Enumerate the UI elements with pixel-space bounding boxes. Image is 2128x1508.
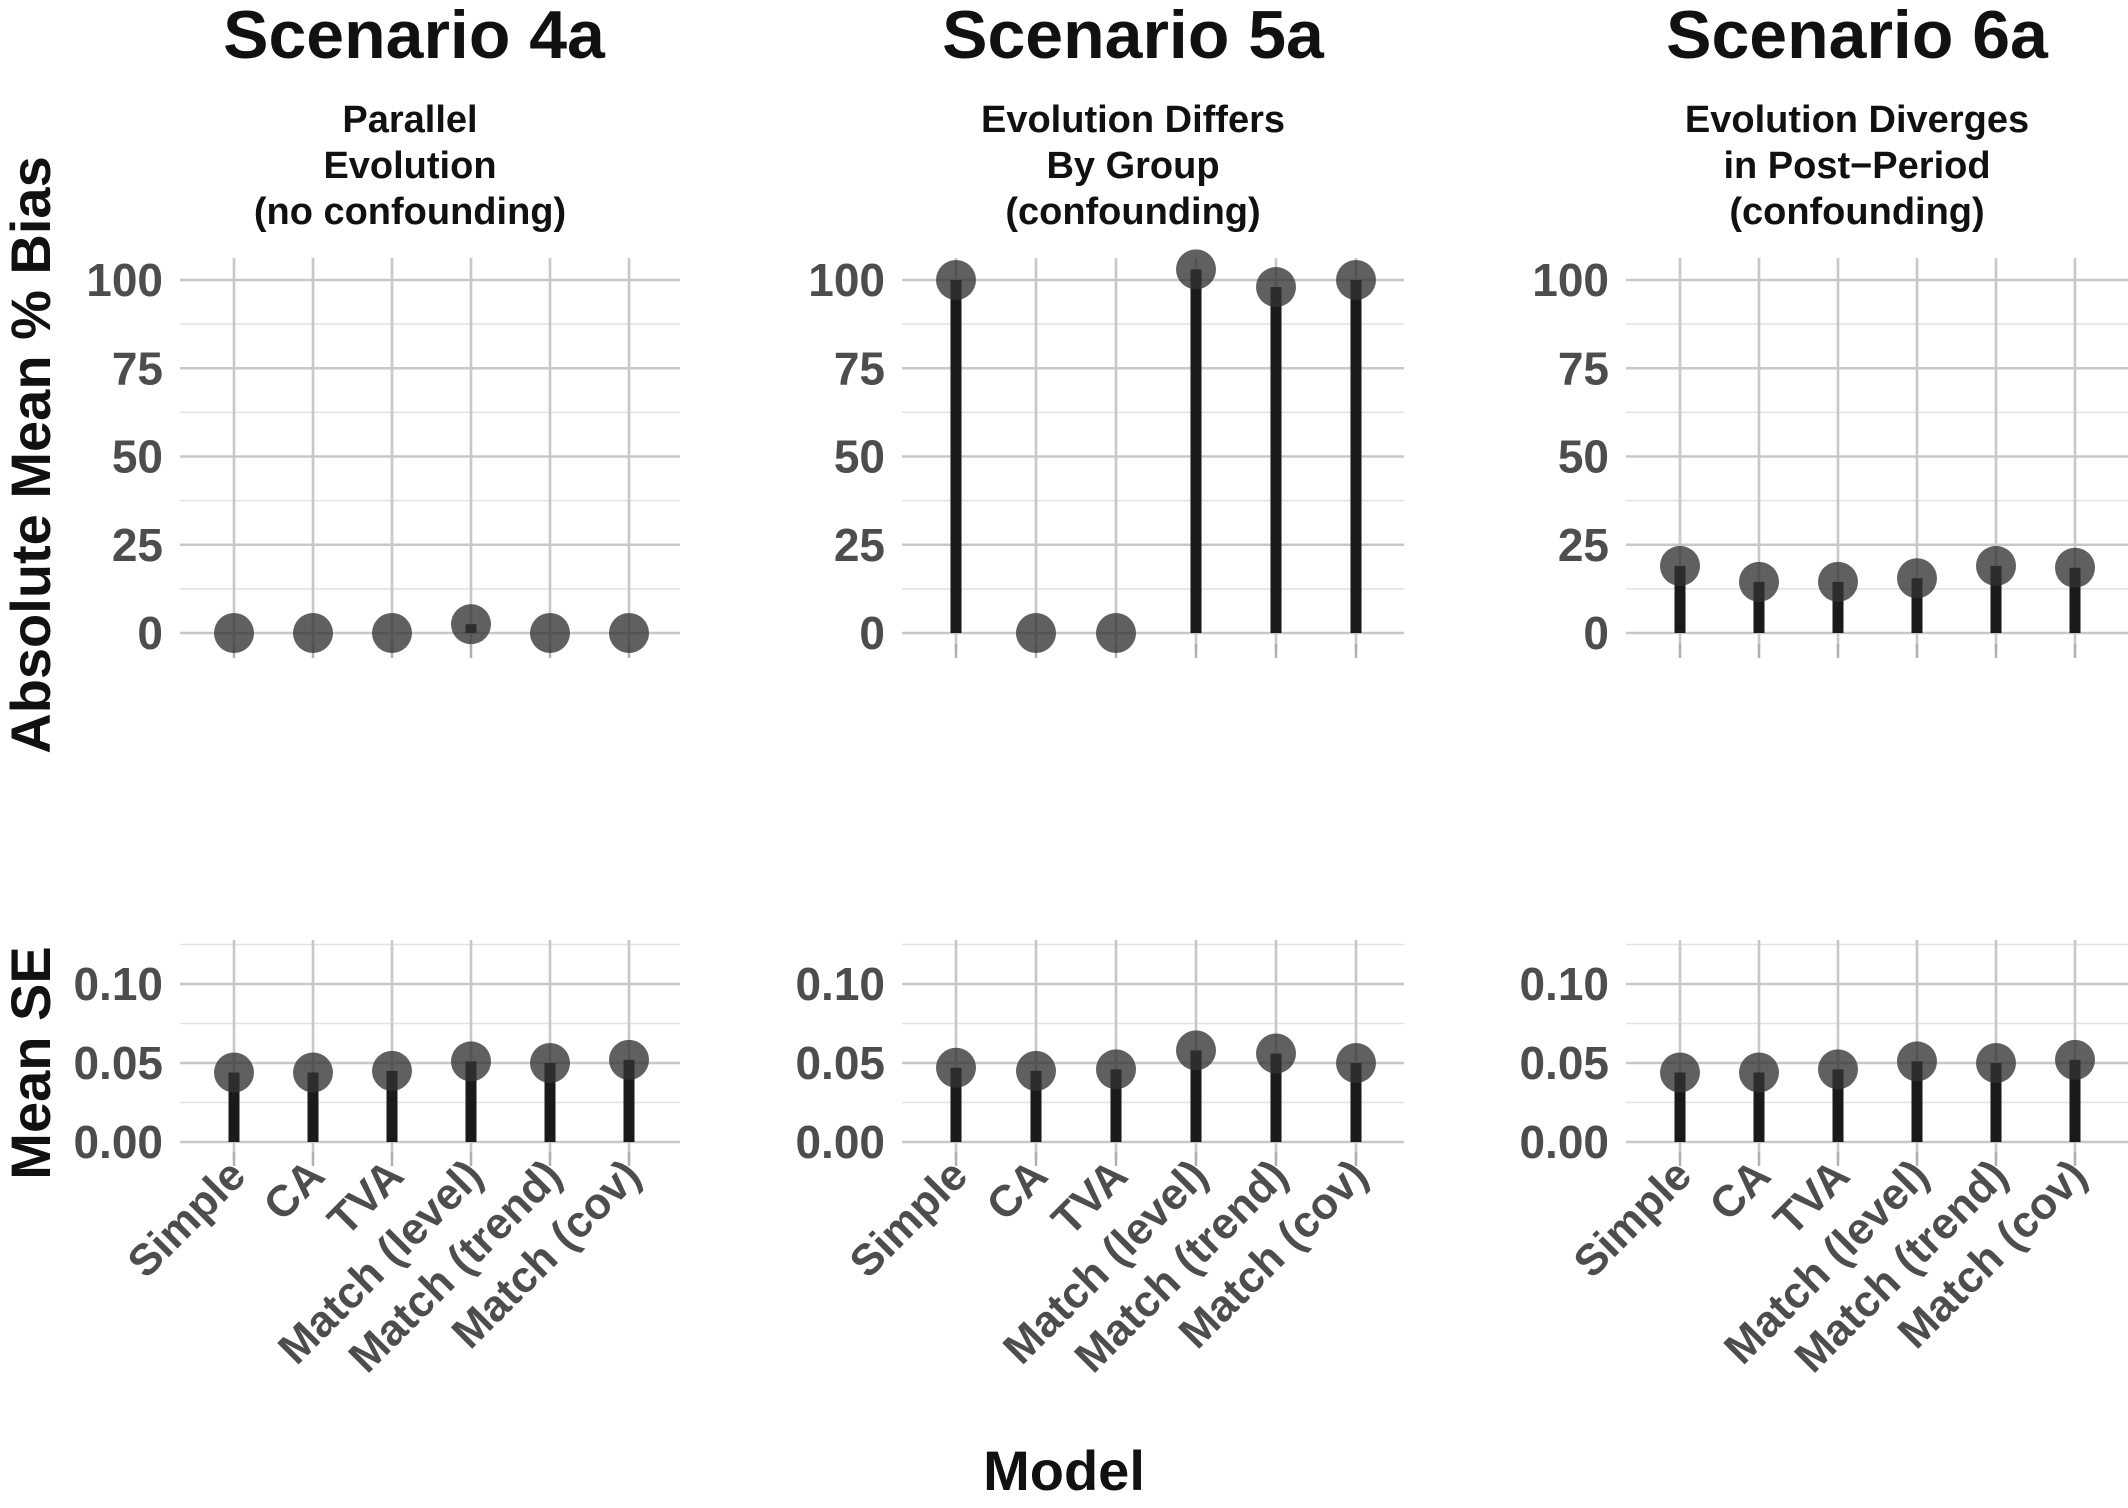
lollipop-point [1256, 1033, 1296, 1074]
y-tick-label: 0 [137, 607, 163, 659]
x-tick-label: Simple [118, 1150, 255, 1287]
y-tick-label: 100 [1532, 254, 1609, 306]
lollipop-point [1818, 561, 1858, 602]
y-tick-label: 50 [1558, 431, 1609, 483]
y-tick-label: 50 [834, 431, 885, 483]
plot-se: 0.00 0.05 0.10 [73, 940, 680, 1168]
panel-subtitle-line: (confounding) [1005, 191, 1260, 233]
y-tick-label: 0.10 [795, 958, 885, 1010]
lollipop-point [1176, 249, 1216, 290]
lollipop-point [1176, 1030, 1216, 1071]
y-tick-label: 0.10 [1519, 958, 1609, 1010]
lollipop-point [1976, 545, 2016, 586]
lollipop-point [293, 613, 333, 653]
y-tick-label: 75 [1558, 342, 1609, 394]
lollipop-point [451, 604, 491, 645]
lollipop-point [1897, 1041, 1937, 1082]
y-tick-label: 0.05 [795, 1037, 885, 1089]
lollipop-point [214, 1052, 254, 1093]
y-tick-label: 0.05 [1519, 1037, 1609, 1089]
panel-subtitle-line: By Group [1046, 145, 1219, 187]
y-tick-label: 25 [112, 519, 163, 571]
y-tick-label: 0.00 [73, 1116, 163, 1168]
lollipop-point [293, 1052, 333, 1093]
y-tick-label: 0.00 [1519, 1116, 1609, 1168]
plot-se: 0.00 0.05 0.10 [1519, 940, 2128, 1168]
y-axis-title-bias: Absolute Mean % Bias [0, 156, 62, 753]
plot-bias: 0 25 50 75 100 [1532, 254, 2128, 659]
panel-subtitle-line: (no confounding) [254, 191, 566, 233]
lollipop-point [609, 613, 649, 653]
y-tick-label: 0.00 [795, 1116, 885, 1168]
x-axis-title: Model [983, 1439, 1145, 1502]
lollipop-point [1336, 1043, 1376, 1083]
lollipop-point [2055, 547, 2095, 588]
lollipop-point [1096, 1049, 1136, 1090]
lollipop-point [1096, 613, 1136, 653]
lollipop-point [1976, 1043, 2016, 1083]
y-tick-label: 0.10 [73, 958, 163, 1010]
panel-subtitle-line: Parallel [342, 99, 477, 141]
lollipop-point [1016, 1050, 1056, 1091]
y-tick-label: 25 [1558, 519, 1609, 571]
plot-bias: 0 25 50 75 100 [808, 249, 1404, 659]
lollipop-point [1660, 1052, 1700, 1093]
y-tick-label: 0 [859, 607, 885, 659]
lollipop-point [530, 613, 570, 653]
panel-title: Scenario 4a [223, 0, 606, 73]
y-tick-label: 100 [808, 254, 885, 306]
lollipop-point [372, 613, 412, 653]
plot-se: 0.00 0.05 0.10 [795, 940, 1404, 1168]
lollipop-point [1897, 558, 1937, 599]
lollipop-point [1739, 561, 1779, 602]
lollipop-point [214, 613, 254, 653]
panel-title: Scenario 5a [942, 0, 1325, 73]
panel-subtitle-line: Evolution Diverges [1685, 99, 2029, 141]
y-tick-label: 0.05 [73, 1037, 163, 1089]
lollipop-point [2055, 1039, 2095, 1080]
y-tick-label: 75 [834, 342, 885, 394]
x-tick-label: CA [254, 1150, 334, 1230]
lollipop-point [936, 260, 976, 300]
panel-subtitle-line: in Post−Period [1723, 145, 1990, 187]
lollipop-point [1016, 613, 1056, 653]
lollipop-point [451, 1041, 491, 1082]
x-tick-label: CA [977, 1150, 1057, 1230]
lollipop-point [1818, 1049, 1858, 1090]
y-tick-label: 25 [834, 519, 885, 571]
x-tick-label: Simple [1564, 1150, 1701, 1287]
y-tick-label: 75 [112, 342, 163, 394]
lollipop-point [1739, 1052, 1779, 1093]
panel-subtitle-line: (confounding) [1729, 191, 1984, 233]
lollipop-point [530, 1043, 570, 1083]
plot-bias: 0 25 50 75 100 [86, 254, 680, 659]
panel-title: Scenario 6a [1666, 0, 2049, 73]
panel-subtitle-line: Evolution Differs [981, 99, 1285, 141]
x-tick-label: CA [1700, 1150, 1780, 1230]
y-tick-label: 0 [1583, 607, 1609, 659]
x-tick-label: Simple [840, 1150, 977, 1287]
lollipop-point [1256, 267, 1296, 308]
lollipop-point [372, 1050, 412, 1091]
lollipop-point [936, 1047, 976, 1088]
lollipop-point [1336, 260, 1376, 300]
y-tick-label: 50 [112, 431, 163, 483]
y-axis-title-se: Mean SE [0, 946, 62, 1179]
lollipop-point [609, 1039, 649, 1080]
lollipop-point [1660, 545, 1700, 586]
panel-subtitle-line: Evolution [323, 145, 496, 187]
y-tick-label: 100 [86, 254, 163, 306]
